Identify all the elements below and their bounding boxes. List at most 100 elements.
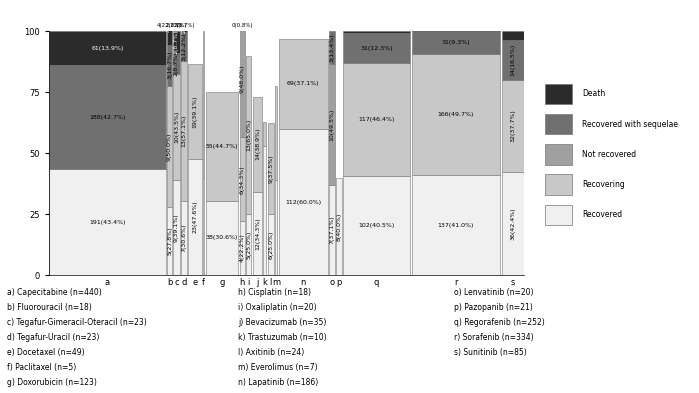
Text: 9(37.5%): 9(37.5%) [268, 154, 273, 183]
Text: 6(25.0%): 6(25.0%) [268, 230, 273, 259]
Bar [268, 123, 274, 214]
Text: c) Tegafur-Gimeracil-Oteracil (n=23): c) Tegafur-Gimeracil-Oteracil (n=23) [7, 318, 147, 327]
Bar [181, 200, 187, 275]
Bar [189, 159, 201, 275]
Bar [275, 180, 278, 275]
Text: 102(40.5%): 102(40.5%) [359, 223, 395, 228]
Text: Death: Death [582, 89, 605, 98]
Text: f) Paclitaxel (n=5): f) Paclitaxel (n=5) [7, 363, 76, 372]
Text: 3(13.4%): 3(13.4%) [330, 33, 335, 62]
Text: 112(60.0%): 112(60.0%) [285, 200, 322, 204]
Bar [329, 185, 335, 275]
Text: i) Oxaliplatin (n=20): i) Oxaliplatin (n=20) [238, 303, 316, 312]
Text: 5(25.0%): 5(25.0%) [246, 230, 251, 259]
Bar [264, 121, 266, 146]
Text: m) Everolimus (n=7): m) Everolimus (n=7) [238, 363, 317, 372]
Bar [279, 39, 328, 129]
Text: 2(8.7%): 2(8.7%) [166, 23, 187, 28]
Bar [49, 65, 166, 169]
Bar [412, 175, 500, 275]
Bar [545, 114, 572, 134]
Text: 55(44.7%): 55(44.7%) [206, 143, 238, 149]
Text: 8(40.0%): 8(40.0%) [336, 212, 342, 241]
Bar [240, 20, 245, 138]
Text: 137(41.0%): 137(41.0%) [438, 223, 474, 228]
Text: 14(16.5%): 14(16.5%) [510, 44, 515, 76]
Text: 2(8.7%): 2(8.7%) [173, 23, 195, 28]
Bar [264, 146, 266, 275]
Text: Recovering: Recovering [582, 180, 625, 189]
Text: 4(22.2%): 4(22.2%) [167, 4, 172, 32]
Text: 4(22.2%): 4(22.2%) [240, 234, 245, 263]
Bar [545, 204, 572, 225]
Text: o) Lenvatinib (n=20): o) Lenvatinib (n=20) [454, 288, 534, 298]
Bar [343, 31, 410, 33]
Bar [279, 129, 328, 275]
Text: a) Capecitabine (n=440): a) Capecitabine (n=440) [7, 288, 102, 298]
Bar [240, 221, 245, 275]
Text: n) Lapatinib (n=186): n) Lapatinib (n=186) [238, 378, 318, 387]
Text: 61(13.9%): 61(13.9%) [91, 46, 124, 51]
Text: 0(0.8%): 0(0.8%) [231, 23, 253, 28]
Bar [167, 0, 172, 45]
Text: 7(37.1%): 7(37.1%) [330, 216, 335, 244]
Text: 5(27.8%): 5(27.8%) [167, 227, 172, 255]
Bar [412, 30, 500, 31]
Bar [329, 64, 335, 185]
Text: g) Doxorubicin (n=123): g) Doxorubicin (n=123) [7, 378, 97, 387]
Text: 10(49.5%): 10(49.5%) [330, 108, 335, 141]
Text: Not recovered: Not recovered [582, 150, 636, 159]
Bar [181, 32, 187, 61]
Bar [545, 83, 572, 104]
Bar [412, 54, 500, 175]
Text: 9(39.1%): 9(39.1%) [174, 213, 179, 242]
Text: 166(49.7%): 166(49.7%) [438, 112, 474, 117]
Text: 4(22.2%): 4(22.2%) [157, 23, 182, 28]
Text: 6(34.3%): 6(34.3%) [240, 165, 245, 193]
Bar [336, 178, 342, 275]
Text: 9(50.0%): 9(50.0%) [167, 132, 172, 161]
Text: 14(38.9%): 14(38.9%) [255, 128, 260, 160]
Text: 3(12.2%): 3(12.2%) [182, 32, 187, 61]
Text: p) Pazopanib (n=21): p) Pazopanib (n=21) [454, 303, 533, 312]
Bar [181, 11, 187, 32]
Text: 23(47.6%): 23(47.6%) [192, 201, 198, 233]
Bar [167, 45, 172, 86]
Bar [203, 178, 204, 275]
Bar [240, 9, 245, 20]
Bar [343, 63, 410, 176]
Text: 19(39.1%): 19(39.1%) [192, 95, 198, 128]
Text: 2(8.7%): 2(8.7%) [174, 51, 179, 75]
Bar [181, 61, 187, 200]
Bar [173, 31, 180, 53]
Text: r) Sorafenib (n=334): r) Sorafenib (n=334) [454, 333, 534, 342]
Bar [246, 56, 252, 214]
Bar [343, 176, 410, 275]
Bar [173, 53, 180, 74]
Bar [502, 40, 524, 80]
Text: 9(48.0%): 9(48.0%) [240, 65, 245, 93]
Text: 38(30.6%): 38(30.6%) [206, 235, 238, 241]
Text: 36(42.4%): 36(42.4%) [510, 207, 515, 240]
Bar [253, 191, 262, 275]
Text: 1(4.9%): 1(4.9%) [240, 2, 245, 27]
Bar [189, 64, 201, 159]
Bar [545, 174, 572, 195]
Bar [502, 80, 524, 172]
Bar [240, 138, 245, 221]
Bar [167, 208, 172, 275]
Text: 7(30.6%): 7(30.6%) [182, 224, 187, 252]
Bar [206, 200, 238, 275]
Bar [49, 31, 166, 65]
Bar [268, 214, 274, 275]
Text: 13(57.1%): 13(57.1%) [182, 115, 187, 147]
Text: h) Cisplatin (n=18): h) Cisplatin (n=18) [238, 288, 310, 298]
Bar [167, 86, 172, 208]
Text: q) Regorafenib (n=252): q) Regorafenib (n=252) [454, 318, 545, 327]
Bar [343, 33, 410, 63]
Bar [502, 31, 524, 40]
Text: l) Axitinib (n=24): l) Axitinib (n=24) [238, 348, 304, 357]
Text: 188(42.7%): 188(42.7%) [89, 115, 126, 120]
Text: 31(12.3%): 31(12.3%) [361, 46, 393, 51]
Text: 3(16.7%): 3(16.7%) [167, 51, 172, 79]
